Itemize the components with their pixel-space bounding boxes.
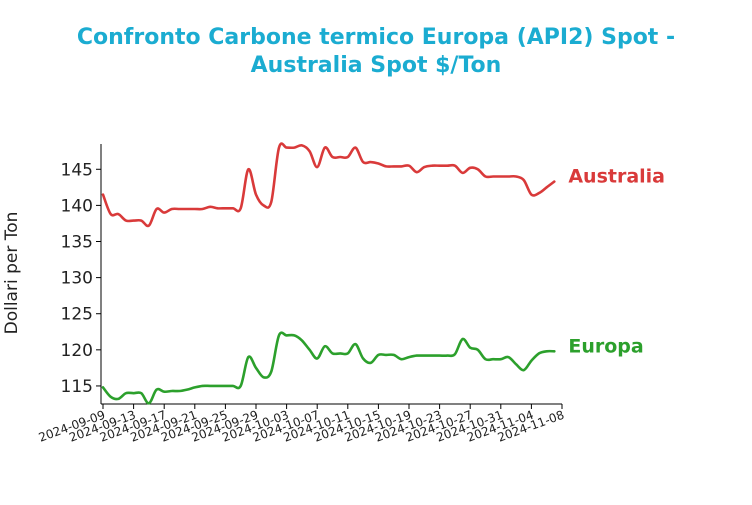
series-labels: Australia Europa: [568, 166, 665, 358]
y-tick-label: 135: [61, 233, 93, 253]
chart-title: Confronto Carbone termico Europa (API2) …: [0, 24, 752, 80]
y-tick-label: 130: [61, 269, 93, 289]
y-axis-label: Dollari per Ton: [2, 212, 22, 335]
series-label-europa: Europa: [568, 335, 643, 357]
chart-title-line-1: Confronto Carbone termico Europa (API2) …: [76, 25, 676, 50]
series-line-australia: [101, 142, 556, 228]
y-tick-label: 140: [61, 196, 93, 216]
y-tick-label: 115: [61, 377, 93, 397]
series-line-europa: [101, 331, 556, 405]
axis-ticks: 1151201251301351401452024-09-092024-09-1…: [37, 160, 566, 444]
series-lines: [101, 142, 556, 405]
chart-title-line-2: Australia Spot $/Ton: [250, 53, 502, 78]
y-tick-label: 120: [61, 341, 93, 361]
chart-axes: [100, 144, 562, 405]
y-tick-label: 145: [61, 160, 93, 180]
y-tick-label: 125: [61, 305, 93, 325]
series-label-australia: Australia: [568, 166, 665, 188]
